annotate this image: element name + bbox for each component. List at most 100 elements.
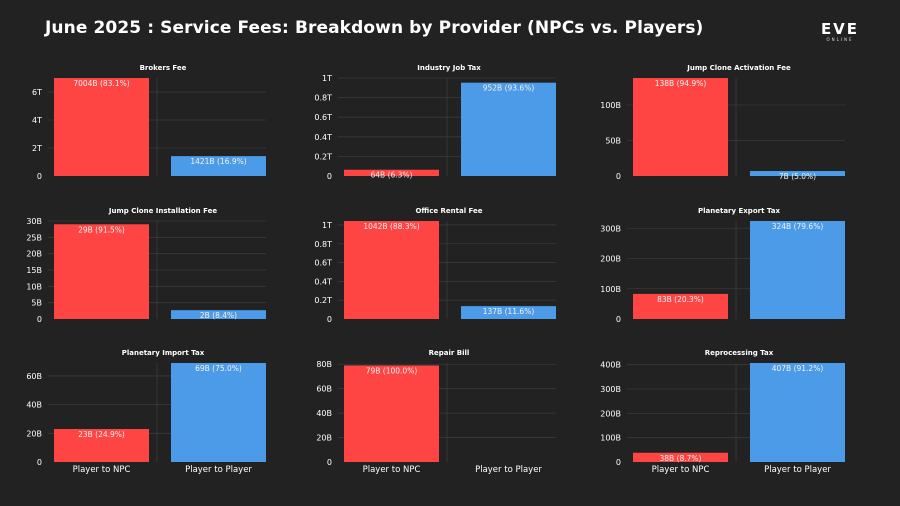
- x-tick-label: Player to NPC: [652, 465, 710, 475]
- chart-title: Repair Bill: [429, 349, 470, 357]
- chart-title: Planetary Import Tax: [122, 349, 205, 357]
- bar-value-label: 69B (75.0%): [195, 364, 242, 373]
- y-tick-label: 20B: [316, 434, 332, 443]
- y-tick-label: 0.8T: [314, 94, 332, 103]
- bar-value-label: 7004B (83.1%): [73, 79, 129, 88]
- bar-player-to-player: [750, 221, 845, 319]
- y-tick-label: 400B: [600, 361, 621, 370]
- y-tick-label: 2T: [32, 144, 42, 153]
- y-tick-label: 0: [37, 172, 42, 181]
- y-tick-label: 1T: [322, 221, 332, 230]
- y-tick-label: 40B: [316, 409, 332, 418]
- eve-online-logo: EVE ONLINE: [812, 22, 868, 46]
- bar-value-label: 324B (79.6%): [772, 222, 824, 231]
- bar-value-label: 38B (8.7%): [660, 454, 702, 463]
- bar-player-to-player: [750, 171, 845, 176]
- chart-panel-6: Planetary Import Tax 0 20B 40B 60B 23B (24.9%…: [26, 349, 266, 475]
- y-tick-label: 4T: [32, 116, 42, 125]
- y-tick-label: 10B: [26, 282, 42, 291]
- y-tick-label: 200B: [600, 255, 621, 264]
- bar-value-label: 7B (5.0%): [779, 172, 816, 181]
- bar-value-label: 1042B (88.3%): [363, 222, 419, 231]
- y-tick-label: 30B: [26, 217, 42, 226]
- bar-player-to-npc: [344, 365, 439, 462]
- x-tick-label: Player to Player: [764, 465, 831, 475]
- y-tick-label: 0.4T: [314, 277, 332, 286]
- bar-value-label: 138B (94.9%): [655, 79, 707, 88]
- bar-player-to-npc: [54, 224, 149, 319]
- y-tick-label: 50B: [605, 136, 621, 145]
- chart-title: Jump Clone Installation Fee: [108, 207, 217, 215]
- y-tick-label: 0.6T: [314, 113, 332, 122]
- chart-panel-1: Industry Job Tax 0 0.2T 0.4T 0.6T 0.8T 1T 64B (…: [314, 64, 556, 181]
- y-tick-label: 0: [37, 315, 42, 324]
- bar-player-to-player: [171, 363, 266, 462]
- y-tick-label: 100B: [600, 434, 621, 443]
- bar-player-to-player: [461, 82, 556, 176]
- bar-value-label: 137B (11.6%): [483, 307, 535, 316]
- chart-title: Office Rental Fee: [415, 207, 482, 215]
- chart-title: Jump Clone Activation Fee: [686, 64, 791, 72]
- y-tick-label: 0: [327, 315, 332, 324]
- bar-player-to-npc: [344, 169, 439, 176]
- x-tick-label: Player to Player: [185, 465, 252, 475]
- bar-value-label: 79B (100.0%): [366, 366, 418, 375]
- bar-player-to-player: [171, 156, 266, 176]
- chart-title: Reprocessing Tax: [705, 349, 774, 357]
- bar-value-label: 407B (91.2%): [772, 364, 824, 373]
- y-tick-label: 40B: [26, 401, 42, 410]
- x-tick-label: Player to NPC: [73, 465, 131, 475]
- y-tick-label: 5B: [31, 299, 42, 308]
- y-tick-label: 25B: [26, 233, 42, 242]
- chart-panel-0: Brokers Fee 0 2T 4T 6T 7004B (83.1%) 1421B (16…: [32, 64, 266, 181]
- y-tick-label: 60B: [316, 385, 332, 394]
- x-tick-label: Player to NPC: [363, 465, 421, 475]
- chart-panel-8: Reprocessing Tax 0 100B 200B 300B 400B 38B (8.…: [600, 349, 845, 475]
- chart-title: Brokers Fee: [140, 64, 187, 72]
- y-tick-label: 20B: [26, 250, 42, 259]
- y-tick-label: 0: [37, 458, 42, 467]
- bar-value-label: 23B (24.9%): [78, 430, 125, 439]
- chart-title: Planetary Export Tax: [698, 207, 780, 215]
- bar-player-to-player: [461, 306, 556, 319]
- logo-main-text: EVE: [820, 20, 860, 38]
- y-tick-label: 200B: [600, 409, 621, 418]
- x-tick-label: Player to Player: [475, 465, 542, 475]
- chart-panel-3: Jump Clone Installation Fee 0 5B 10B 15B 20B 2…: [26, 207, 266, 324]
- chart-title: Industry Job Tax: [417, 64, 481, 72]
- y-tick-label: 0: [327, 458, 332, 467]
- y-tick-label: 300B: [600, 385, 621, 394]
- bar-player-to-npc: [54, 429, 149, 462]
- y-tick-label: 0: [616, 172, 621, 181]
- y-tick-label: 300B: [600, 224, 621, 233]
- y-tick-label: 15B: [26, 266, 42, 275]
- page-title: June 2025 : Service Fees: Breakdown by P…: [45, 18, 704, 38]
- chart-panel-7: Repair Bill 0 20B 40B 60B 80B 79B (100.0%) Play…: [316, 349, 556, 475]
- chart-panel-2: Jump Clone Activation Fee 0 50B 100B 138B (9…: [600, 64, 845, 181]
- y-tick-label: 20B: [26, 429, 42, 438]
- bar-value-label: 64B (6.3%): [371, 171, 413, 180]
- bar-player-to-npc: [54, 78, 149, 176]
- bar-player-to-npc: [633, 293, 728, 319]
- bar-value-label: 1421B (16.9%): [190, 157, 246, 166]
- bar-player-to-npc: [633, 78, 728, 176]
- y-tick-label: 100B: [600, 285, 621, 294]
- y-tick-label: 0.4T: [314, 133, 332, 142]
- y-tick-label: 0.8T: [314, 240, 332, 249]
- y-tick-label: 0: [616, 458, 621, 467]
- y-tick-label: 0: [327, 172, 332, 181]
- bar-player-to-npc: [633, 452, 728, 462]
- y-tick-label: 0.6T: [314, 259, 332, 268]
- bar-value-label: 29B (91.5%): [78, 225, 125, 234]
- bar-player-to-npc: [344, 221, 439, 319]
- bar-value-label: 2B (8.4%): [200, 311, 237, 320]
- y-tick-label: 80B: [316, 360, 332, 369]
- y-tick-label: 0: [616, 315, 621, 324]
- bar-player-to-player: [750, 363, 845, 462]
- bar-player-to-player: [171, 310, 266, 319]
- logo-sub-text: ONLINE: [826, 37, 854, 42]
- y-tick-label: 0.2T: [314, 296, 332, 305]
- chart-panel-5: Planetary Export Tax 0 100B 200B 300B 83B (20…: [600, 207, 845, 324]
- bar-value-label: 83B (20.3%): [657, 295, 704, 304]
